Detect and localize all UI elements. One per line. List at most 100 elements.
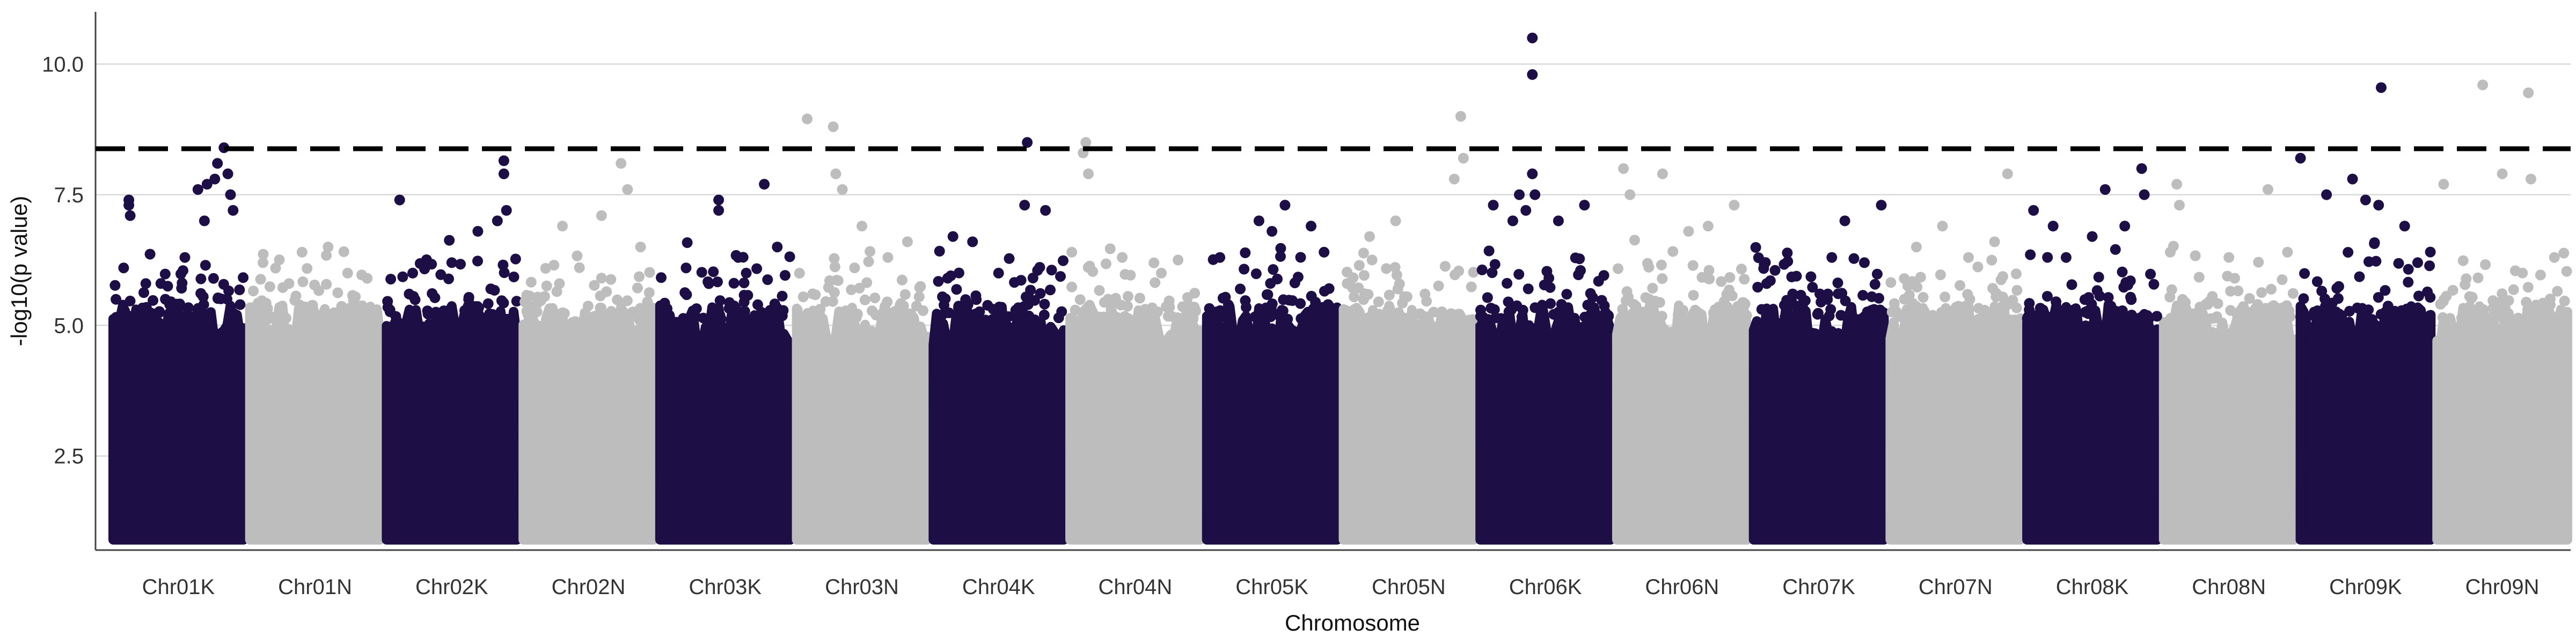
data-point [489, 284, 500, 296]
data-point [2343, 247, 2354, 258]
data-point [1277, 305, 1289, 317]
data-point [2263, 184, 2273, 195]
x-tick-label: Chr07N [1919, 575, 1993, 599]
x-tick-label: Chr04N [1098, 575, 1172, 599]
data-point [1287, 295, 1298, 306]
data-point [1439, 261, 1451, 272]
data-point [1173, 254, 1184, 266]
data-point [1825, 304, 1836, 315]
data-point [1570, 252, 1581, 264]
data-point [1807, 282, 1818, 293]
data-point [2183, 312, 2194, 324]
data-point [444, 235, 455, 246]
data-point [759, 179, 770, 190]
data-point [1511, 300, 1523, 311]
data-point [1463, 314, 1474, 326]
data-point [1579, 311, 1591, 323]
data-point [1656, 259, 1667, 270]
data-point [854, 282, 865, 294]
data-point [1275, 251, 1286, 262]
data-point [1319, 246, 1330, 258]
chromosome-band-Chr09K [2295, 301, 2436, 545]
data-point [741, 267, 752, 279]
chromosome-band-Chr08N [2158, 301, 2299, 545]
data-point [1738, 297, 1749, 308]
data-point [2024, 304, 2035, 316]
data-point [1782, 247, 1793, 259]
data-point [1292, 272, 1304, 283]
data-point [125, 210, 136, 221]
data-point [2117, 266, 2128, 277]
data-point [255, 274, 266, 285]
data-point [902, 236, 913, 247]
data-point [195, 288, 207, 299]
data-point [784, 251, 795, 262]
data-point [714, 295, 726, 306]
data-point [187, 311, 198, 323]
data-point [1039, 298, 1050, 310]
data-point [579, 312, 590, 323]
data-point [1483, 314, 1494, 325]
data-point [982, 299, 993, 311]
data-point [1556, 299, 1567, 310]
data-point [2237, 304, 2249, 316]
data-point [1150, 277, 1161, 288]
data-point [1313, 314, 1324, 326]
data-point [404, 288, 415, 299]
data-point [1083, 168, 1094, 179]
data-point [2099, 184, 2111, 195]
data-point [589, 280, 600, 291]
data-point [1024, 313, 1036, 325]
data-point [1872, 311, 1884, 323]
data-point [2244, 293, 2255, 304]
chromosome-band-Chr04N [1065, 299, 1205, 545]
data-point [1859, 257, 1870, 268]
data-point [933, 276, 944, 287]
data-point [296, 246, 308, 258]
data-point [1295, 252, 1306, 263]
data-point [208, 273, 219, 284]
data-point [947, 231, 958, 242]
data-point [865, 246, 876, 257]
data-point [1079, 312, 1091, 323]
x-tick-label: Chr06K [1509, 575, 1582, 599]
data-point [2126, 310, 2137, 320]
data-point [498, 168, 509, 179]
data-point [2190, 250, 2201, 261]
data-point [2253, 257, 2264, 268]
data-point [1624, 189, 1636, 200]
data-point [1433, 280, 1444, 291]
data-point [2048, 311, 2060, 323]
data-point [2413, 290, 2424, 302]
data-point [829, 253, 840, 264]
data-point [1899, 294, 1910, 305]
data-point [1561, 289, 1572, 300]
data-point [815, 314, 826, 326]
data-point [2282, 246, 2293, 258]
data-point [1241, 313, 1253, 325]
data-point [2041, 291, 2053, 302]
data-point [1495, 313, 1506, 324]
data-point [118, 262, 129, 274]
data-point [2091, 285, 2103, 296]
data-point [870, 310, 882, 320]
chromosome-band-Chr07K [1748, 301, 1889, 545]
x-tick-label: Chr04K [962, 575, 1035, 599]
data-point [1102, 294, 1114, 305]
data-point [511, 296, 522, 307]
data-point [1381, 263, 1392, 274]
x-tick-label: Chr09K [2329, 575, 2402, 599]
data-point [1761, 278, 1772, 289]
data-point [2327, 297, 2338, 309]
data-point [971, 312, 982, 323]
data-point [195, 273, 207, 284]
data-point [1241, 302, 1252, 313]
data-point [1240, 247, 1251, 258]
data-point [1390, 215, 1401, 226]
data-point [1513, 269, 1525, 280]
data-point [1384, 309, 1395, 320]
data-point [1514, 189, 1525, 200]
data-point [1094, 285, 1105, 296]
data-point [126, 312, 137, 324]
